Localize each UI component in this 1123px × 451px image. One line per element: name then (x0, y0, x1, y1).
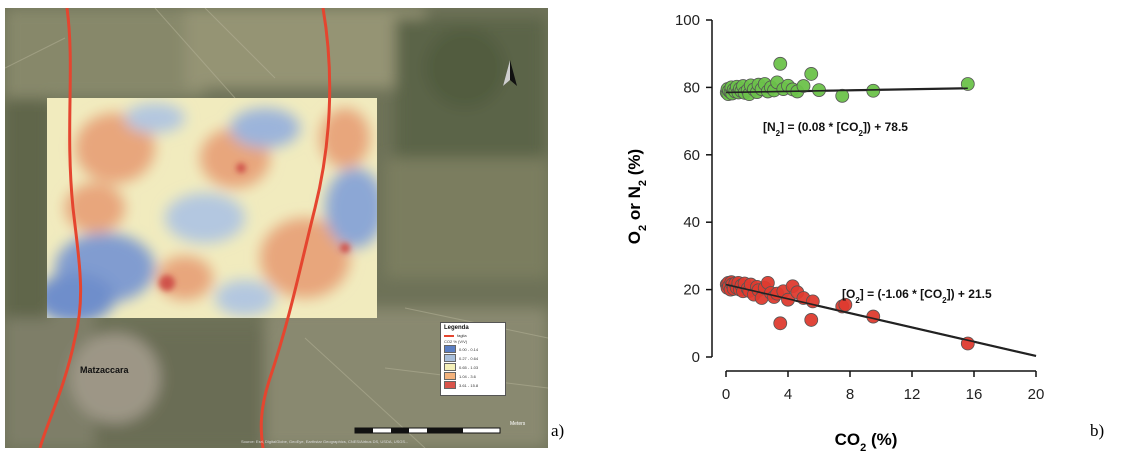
co2-overlay (47, 98, 377, 318)
data-point (804, 313, 819, 327)
x-tick-label: 20 (1028, 386, 1045, 403)
legend-class-row: 0.65 - 1.03 (444, 363, 502, 371)
map-panel: Matzaccara Legenda faglia CO2 % (V/V) 0.… (5, 8, 548, 448)
y-tick-label: 80 (683, 79, 700, 96)
legend-class-swatch (444, 345, 456, 353)
data-point (804, 67, 819, 81)
north-arrow-icon (503, 60, 517, 86)
data-point (773, 316, 788, 331)
map-attribution: Source: Esri, DigitalGlobe, GeoEye, Eart… (241, 439, 409, 444)
data-point (866, 309, 881, 324)
panel-label-b: b) (1090, 421, 1105, 440)
y-tick-label: 0 (692, 349, 700, 366)
satellite-map (5, 8, 548, 448)
fault-line-swatch (444, 334, 454, 337)
x-tick-label: 0 (722, 386, 730, 403)
town-label: Matzaccara (80, 365, 129, 375)
legend-class-row: 0.27 - 0.64 (444, 354, 502, 362)
fit-equation: [N2] = (0.08 * [CO2]) + 78.5 (763, 120, 908, 138)
y-tick-label: 40 (683, 214, 700, 231)
panel-label-a: a) (551, 421, 565, 440)
legend-class-row: 3.61 - 15.8 (444, 381, 502, 389)
x-axis-title: CO2 (%) (835, 430, 898, 451)
data-point (773, 56, 788, 71)
legend-class-label: 0.65 - 1.03 (459, 364, 479, 370)
data-point (960, 77, 975, 91)
legend-class-swatch (444, 381, 456, 389)
x-tick-label: 8 (846, 386, 854, 403)
data-points (719, 56, 1037, 357)
scale-label: Meters (510, 421, 526, 427)
legend-fault-row: faglia (444, 333, 502, 338)
fit-line-overlay (725, 283, 1037, 357)
fit-line-overlay (725, 87, 968, 94)
legend-class-label: 1.04 - 3.6 (459, 373, 476, 379)
legend-class-swatch (444, 354, 456, 362)
y-tick-label: 60 (683, 147, 700, 164)
y-tick-label: 100 (675, 12, 700, 29)
data-point (796, 79, 811, 93)
x-tick-label: 16 (966, 386, 983, 403)
legend-class-label: 0.27 - 0.64 (459, 355, 479, 361)
fit-equation: [O2] = (-1.06 * [CO2]) + 21.5 (842, 287, 992, 305)
legend-class-row: 1.04 - 3.6 (444, 372, 502, 380)
legend-class-row: 0.00 - 0.14 (444, 345, 502, 353)
y-axis-title: O2 or N2 (%) (625, 149, 649, 244)
legend-class-swatch (444, 372, 456, 380)
axes: 0 20 40 60 80 100 0 4 8 12 16 20 (675, 12, 1044, 403)
scatter-chart: 0 20 40 60 80 100 0 4 8 12 16 20 [N2] = (0.08 * [CO… (625, 12, 1044, 451)
legend-scale-title: CO2 % (V/V) (444, 339, 468, 344)
legend-class-label: 3.61 - 15.8 (459, 382, 479, 388)
scale-bar (354, 427, 501, 434)
legend-class-swatch (444, 363, 456, 371)
x-tick-label: 4 (784, 386, 792, 403)
legend-classes: 0.00 - 0.14 0.27 - 0.64 0.65 - 1.03 1.04 - … (444, 345, 502, 389)
legend-fault-label: faglia (457, 333, 467, 338)
y-tick-label: 20 (683, 282, 700, 299)
map-legend: Legenda faglia CO2 % (V/V) 0.00 - 0.14 0.… (440, 322, 506, 396)
legend-title: Legenda (444, 325, 469, 331)
data-point (835, 88, 850, 103)
x-tick-label: 12 (904, 386, 921, 403)
legend-class-label: 0.00 - 0.14 (459, 346, 479, 352)
chart-labels: [N2] = (0.08 * [CO2]) + 78.5 [O2] = (-1.0… (625, 120, 992, 451)
